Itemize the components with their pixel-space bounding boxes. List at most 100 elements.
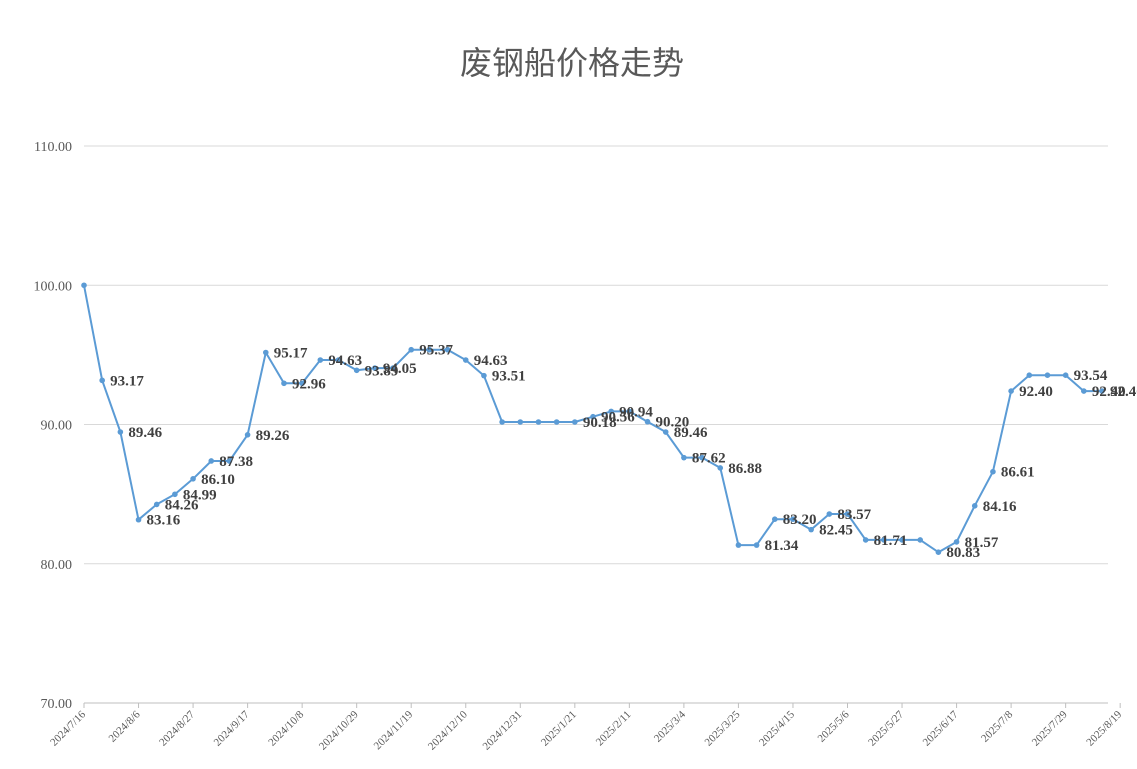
x-tick-label: 2025/7/8 [979, 708, 1015, 744]
data-point [426, 346, 433, 353]
data-label: 90.20 [656, 415, 690, 431]
x-tick-label: 2024/10/8 [266, 708, 306, 748]
data-point [881, 537, 887, 543]
x-tick-label: 2024/8/27 [157, 708, 197, 748]
data-point [299, 380, 305, 387]
x-tick-label: 2025/3/25 [703, 708, 743, 748]
data-point [335, 357, 342, 363]
y-tick-label: 80.00 [41, 558, 73, 573]
y-tick-label: 70.00 [41, 697, 73, 712]
data-point [190, 476, 196, 482]
data-point [390, 365, 396, 371]
data-label: 93.51 [492, 369, 526, 385]
data-label: 86.61 [1001, 465, 1035, 481]
data-label: 84.26 [165, 497, 199, 513]
data-label: 86.10 [201, 472, 235, 488]
data-label: 81.34 [765, 538, 799, 554]
x-tick-label: 2025/6/17 [921, 708, 961, 748]
y-axis: 70.00 80.00 90.00 100.00 110.00 [34, 140, 73, 712]
data-label: 89.26 [256, 428, 290, 444]
data-point [1081, 388, 1087, 394]
data-point [699, 454, 705, 461]
data-label: 92.96 [292, 376, 326, 392]
data-point [735, 542, 742, 548]
data-label: 87.38 [219, 454, 253, 470]
data-label: 90.18 [583, 415, 617, 431]
data-point [444, 346, 451, 353]
data-point [572, 419, 578, 425]
x-tick-label: 2025/5/6 [815, 708, 851, 744]
data-label: 84.99 [183, 487, 217, 503]
x-tick-label: 2025/1/21 [539, 709, 579, 749]
data-point [1008, 388, 1014, 394]
x-tick-label: 2024/9/17 [212, 708, 252, 748]
data-label: 86.88 [728, 461, 762, 477]
data-point [1044, 372, 1051, 379]
data-label: 90.56 [601, 410, 635, 426]
data-point [681, 454, 687, 461]
x-tick-label: 2024/8/6 [107, 708, 143, 744]
data-label: 92.40 [1019, 384, 1053, 400]
data-point [862, 537, 869, 543]
data-label: 92.40 [1092, 384, 1126, 400]
data-label: 89.46 [128, 425, 162, 441]
data-label: 94.63 [328, 353, 362, 369]
y-tick-label: 100.00 [34, 279, 73, 294]
data-point [372, 365, 378, 371]
data-point [990, 468, 996, 475]
data-label: 83.57 [837, 507, 871, 523]
data-label: 95.37 [419, 343, 453, 359]
chart-title: 废钢船价格走势 [460, 44, 684, 82]
data-label: 81.71 [874, 533, 908, 549]
data-point [626, 408, 633, 415]
data-label: 80.83 [946, 545, 980, 561]
data-label: 87.62 [692, 451, 726, 467]
y-tick-label: 110.00 [34, 140, 72, 155]
data-point [808, 526, 814, 533]
data-point [753, 542, 760, 548]
data-point [262, 349, 269, 356]
y-tick-label: 90.00 [41, 419, 73, 434]
data-point [935, 549, 942, 555]
data-point [590, 413, 596, 420]
data-point [481, 372, 487, 379]
data-point [153, 501, 160, 508]
data-label: 90.94 [619, 404, 653, 420]
x-tick-label: 2025/8/19 [1084, 708, 1124, 748]
data-point [717, 465, 724, 471]
data-point [953, 539, 960, 545]
data-point [1026, 372, 1033, 379]
data-point [353, 367, 360, 374]
data-point [517, 419, 524, 425]
data-point [281, 380, 287, 387]
data-label: 89.46 [674, 425, 708, 441]
data-point [408, 346, 415, 353]
data-point [771, 516, 778, 522]
x-tick-label: 2025/7/29 [1030, 708, 1070, 748]
data-point [135, 516, 142, 523]
data-point [790, 516, 796, 522]
data-point [608, 408, 614, 415]
data-point [317, 357, 324, 363]
x-tick-label: 2025/3/4 [652, 708, 688, 744]
x-tick-label: 2025/5/27 [866, 708, 906, 748]
data-point [971, 503, 978, 509]
data-point [499, 419, 505, 425]
data-label: 94.05 [383, 361, 417, 377]
series-line-group [81, 282, 1105, 555]
x-tick-label: 2025/2/11 [594, 709, 634, 749]
data-point [172, 491, 178, 498]
data-point [844, 511, 851, 517]
data-label: 92.40 [1110, 384, 1137, 400]
x-tick-label: 2024/12/31 [480, 709, 524, 753]
data-point [117, 429, 124, 435]
gridlines [84, 145, 1108, 704]
data-point [99, 377, 105, 384]
data-point [644, 418, 651, 425]
data-label: 82.45 [819, 523, 853, 539]
data-label: 93.89 [365, 363, 399, 379]
data-label: 95.17 [274, 346, 308, 362]
data-point [826, 511, 833, 517]
